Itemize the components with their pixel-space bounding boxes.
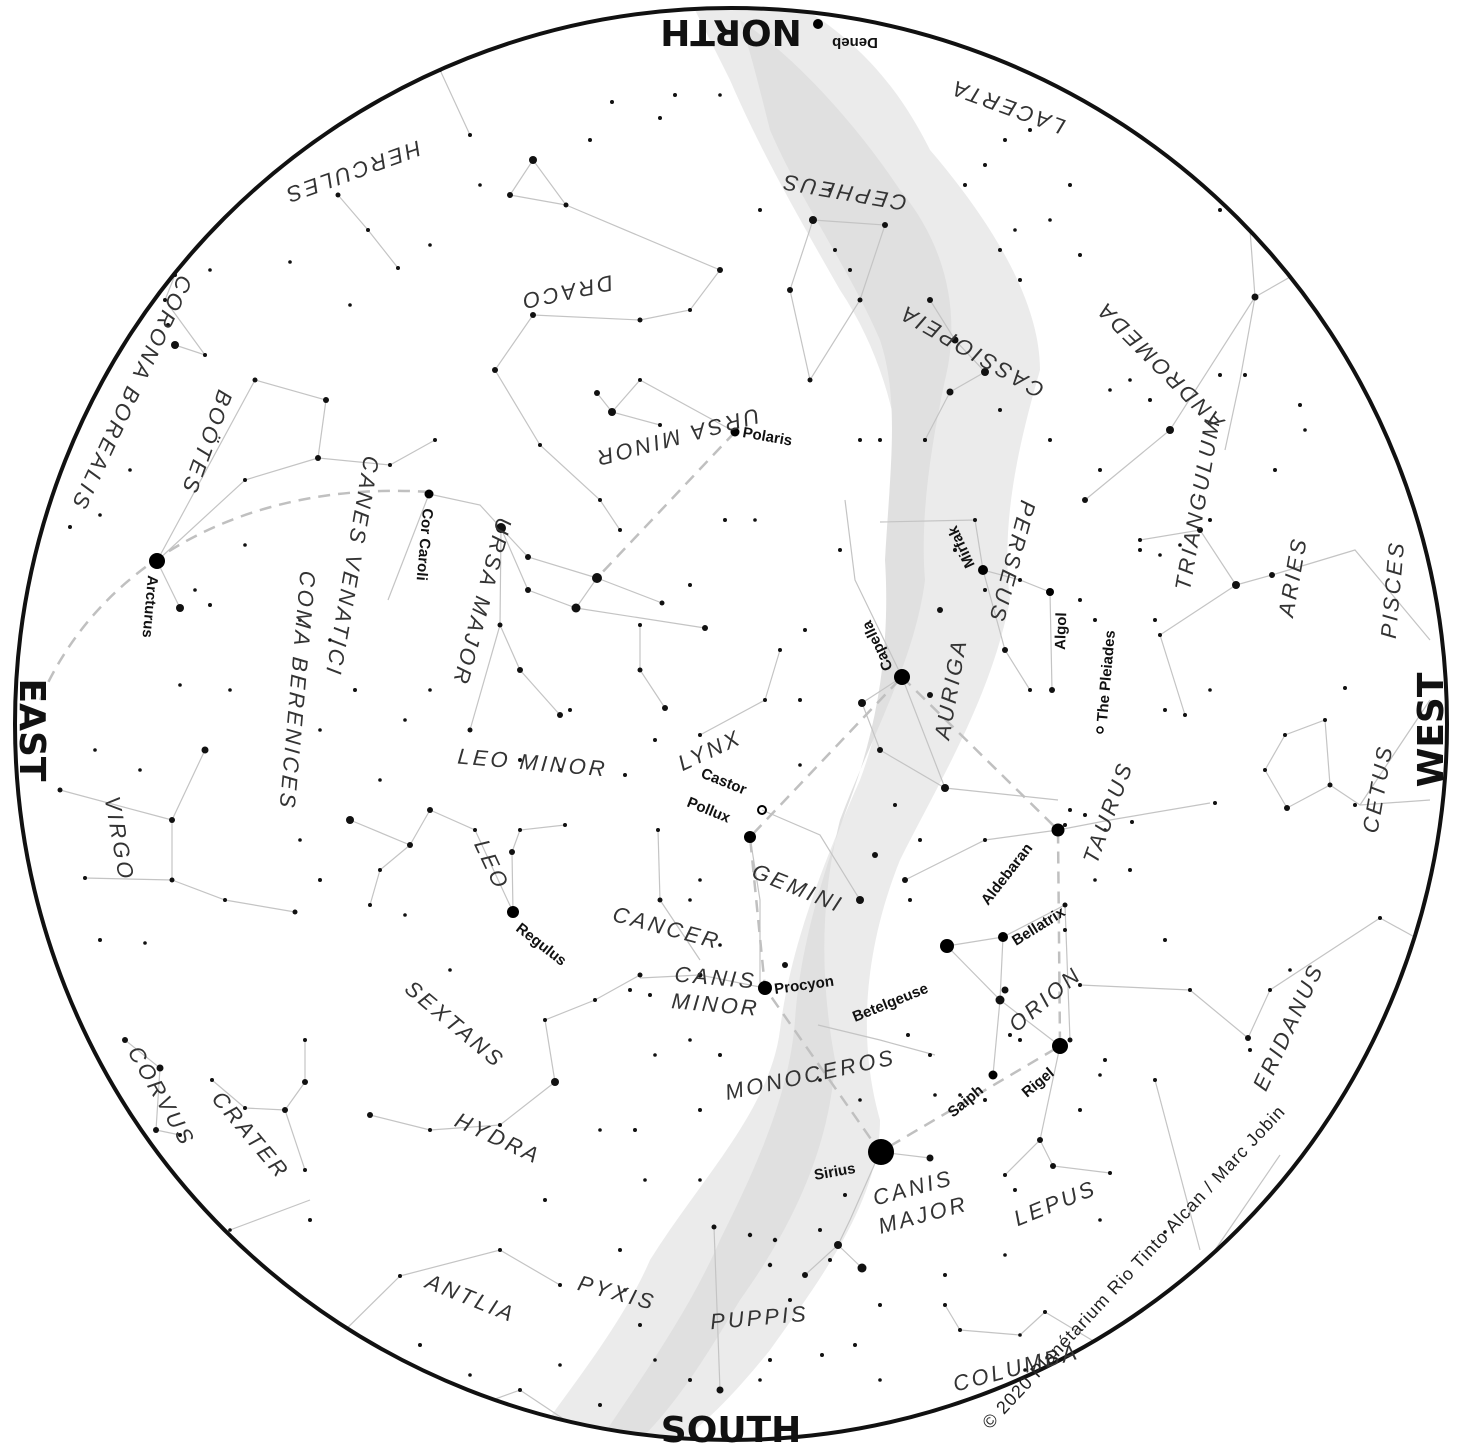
- label-algol: Algol: [1052, 612, 1070, 650]
- label-arcturus: Arcturus: [139, 575, 161, 639]
- algol-star: [1046, 588, 1054, 596]
- capella-star: [894, 669, 910, 685]
- label-sirius: Sirius: [813, 1160, 857, 1184]
- saiph-star: [988, 1070, 998, 1080]
- regulus-star: [507, 906, 519, 918]
- procyon-star: [758, 981, 772, 995]
- field-stars: [57, 68, 1387, 1407]
- deneb-star: [813, 19, 823, 29]
- label-cor-caroli: Cor Caroli: [413, 508, 436, 582]
- mirfak-star: [978, 565, 988, 575]
- arcturus-star: [149, 553, 165, 569]
- horizon-circle: [13, 6, 1449, 1442]
- bellatrix-star: [998, 932, 1008, 942]
- aldebaran-star: [1051, 823, 1065, 837]
- label-south: SOUTH: [661, 1410, 801, 1449]
- pollux-star: [744, 831, 756, 843]
- cardinal-labels: NORTH SOUTH EAST WEST: [11, 11, 1452, 1449]
- sky-disc: [15, 8, 1447, 1440]
- ecliptic-arc: [38, 489, 431, 701]
- polaris-star: [730, 427, 740, 437]
- betelgeuse-star: [940, 939, 954, 953]
- bright-stars: [149, 19, 1104, 1165]
- castor-star: [757, 805, 767, 815]
- polaris-pointer-line: [596, 431, 736, 579]
- pleiades-cluster: [1096, 726, 1104, 734]
- label-north: NORTH: [660, 11, 802, 52]
- label-west: WEST: [1411, 672, 1452, 787]
- rigel-star: [1052, 1038, 1068, 1054]
- milky-way-core: [600, 20, 952, 1440]
- sirius-star: [868, 1139, 894, 1165]
- cor-caroli-star: [424, 489, 434, 499]
- label-east: EAST: [11, 679, 52, 782]
- label-deneb: Deneb: [832, 34, 878, 51]
